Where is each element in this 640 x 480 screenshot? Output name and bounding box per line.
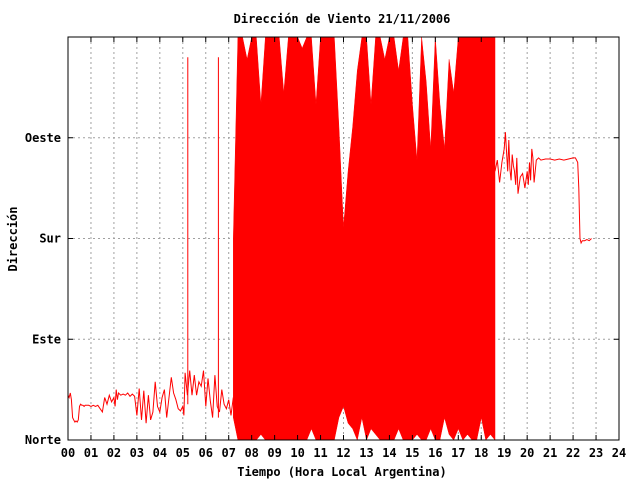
x-tick-label: 10 [290, 446, 304, 460]
x-tick-label: 18 [474, 446, 488, 460]
x-tick-label: 08 [244, 446, 258, 460]
chart-title: Dirección de Viento 21/11/2006 [234, 12, 451, 26]
y-tick-label: Norte [25, 433, 61, 447]
x-tick-label: 16 [428, 446, 442, 460]
x-tick-label: 09 [267, 446, 281, 460]
x-tick-label: 13 [359, 446, 373, 460]
series-line-segment [67, 370, 234, 424]
x-tick-label: 05 [176, 446, 190, 460]
x-tick-label: 23 [589, 446, 603, 460]
x-tick-label: 17 [451, 446, 465, 460]
x-axis-label: Tiempo (Hora Local Argentina) [237, 465, 447, 479]
x-tick-label: 11 [313, 446, 327, 460]
x-tick-label: 12 [336, 446, 350, 460]
x-tick-label: 07 [221, 446, 235, 460]
plot-series [67, 36, 592, 441]
y-tick-labels: Norte Este Sur Oeste [25, 131, 61, 447]
x-tick-label: 20 [520, 446, 534, 460]
y-tick-label: Este [32, 332, 61, 346]
x-tick-label: 02 [107, 446, 121, 460]
x-tick-label: 03 [130, 446, 144, 460]
y-tick-label: Sur [39, 232, 61, 246]
oscillation-band [233, 36, 496, 441]
axis-ticks [67, 36, 620, 441]
y-axis-label: Dirección [6, 206, 20, 271]
x-tick-label: 01 [84, 446, 98, 460]
x-tick-label: 21 [543, 446, 557, 460]
x-tick-label: 00 [61, 446, 75, 460]
x-tick-label: 15 [405, 446, 419, 460]
x-tick-labels: 00 01 02 03 04 05 06 07 08 09 10 11 12 13 14 15 16 17 18 19… [61, 446, 626, 460]
series-line-evening [494, 132, 592, 245]
x-tick-label: 24 [612, 446, 626, 460]
x-tick-label: 19 [497, 446, 511, 460]
y-tick-label: Oeste [25, 131, 61, 145]
x-tick-label: 22 [566, 446, 580, 460]
x-tick-label: 04 [153, 446, 167, 460]
x-tick-label: 06 [199, 446, 213, 460]
x-tick-label: 14 [382, 446, 396, 460]
